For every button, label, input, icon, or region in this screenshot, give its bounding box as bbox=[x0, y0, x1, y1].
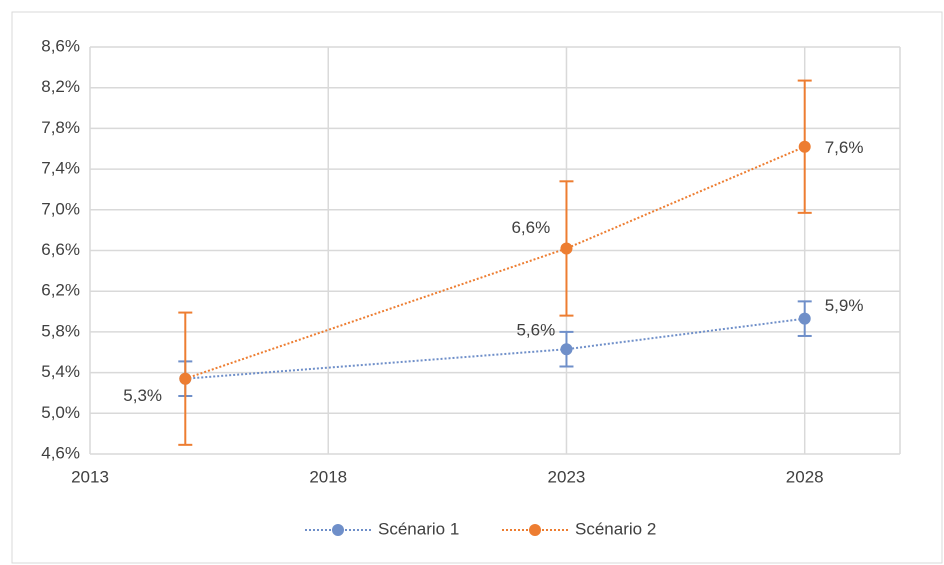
y-tick-label: 7,0% bbox=[41, 199, 80, 218]
x-tick-label: 2028 bbox=[786, 467, 824, 486]
marker bbox=[560, 343, 573, 356]
data-label: 7,6% bbox=[825, 138, 864, 157]
y-tick-label: 8,2% bbox=[41, 77, 80, 96]
data-label: 5,3% bbox=[123, 386, 162, 405]
y-tick-label: 5,4% bbox=[41, 362, 80, 381]
y-tick-label: 6,6% bbox=[41, 240, 80, 259]
legend-label: Scénario 2 bbox=[575, 519, 656, 538]
legend-marker bbox=[529, 524, 541, 536]
y-tick-label: 5,0% bbox=[41, 403, 80, 422]
data-label: 5,9% bbox=[825, 296, 864, 315]
x-tick-label: 2013 bbox=[71, 467, 109, 486]
legend-label: Scénario 1 bbox=[378, 519, 459, 538]
chart-frame bbox=[11, 11, 943, 564]
y-tick-label: 7,8% bbox=[41, 118, 80, 137]
marker bbox=[179, 372, 192, 385]
y-tick-label: 7,4% bbox=[41, 159, 80, 178]
y-tick-label: 6,2% bbox=[41, 281, 80, 300]
x-tick-label: 2023 bbox=[548, 467, 586, 486]
y-tick-label: 8,6% bbox=[41, 36, 80, 55]
y-tick-label: 4,6% bbox=[41, 443, 80, 462]
x-tick-label: 2018 bbox=[309, 467, 347, 486]
legend-marker bbox=[332, 524, 344, 536]
marker bbox=[560, 242, 573, 255]
marker bbox=[798, 312, 811, 325]
data-label: 5,6% bbox=[516, 321, 555, 340]
data-label: 6,6% bbox=[511, 218, 550, 237]
y-tick-label: 5,8% bbox=[41, 321, 80, 340]
marker bbox=[798, 140, 811, 153]
